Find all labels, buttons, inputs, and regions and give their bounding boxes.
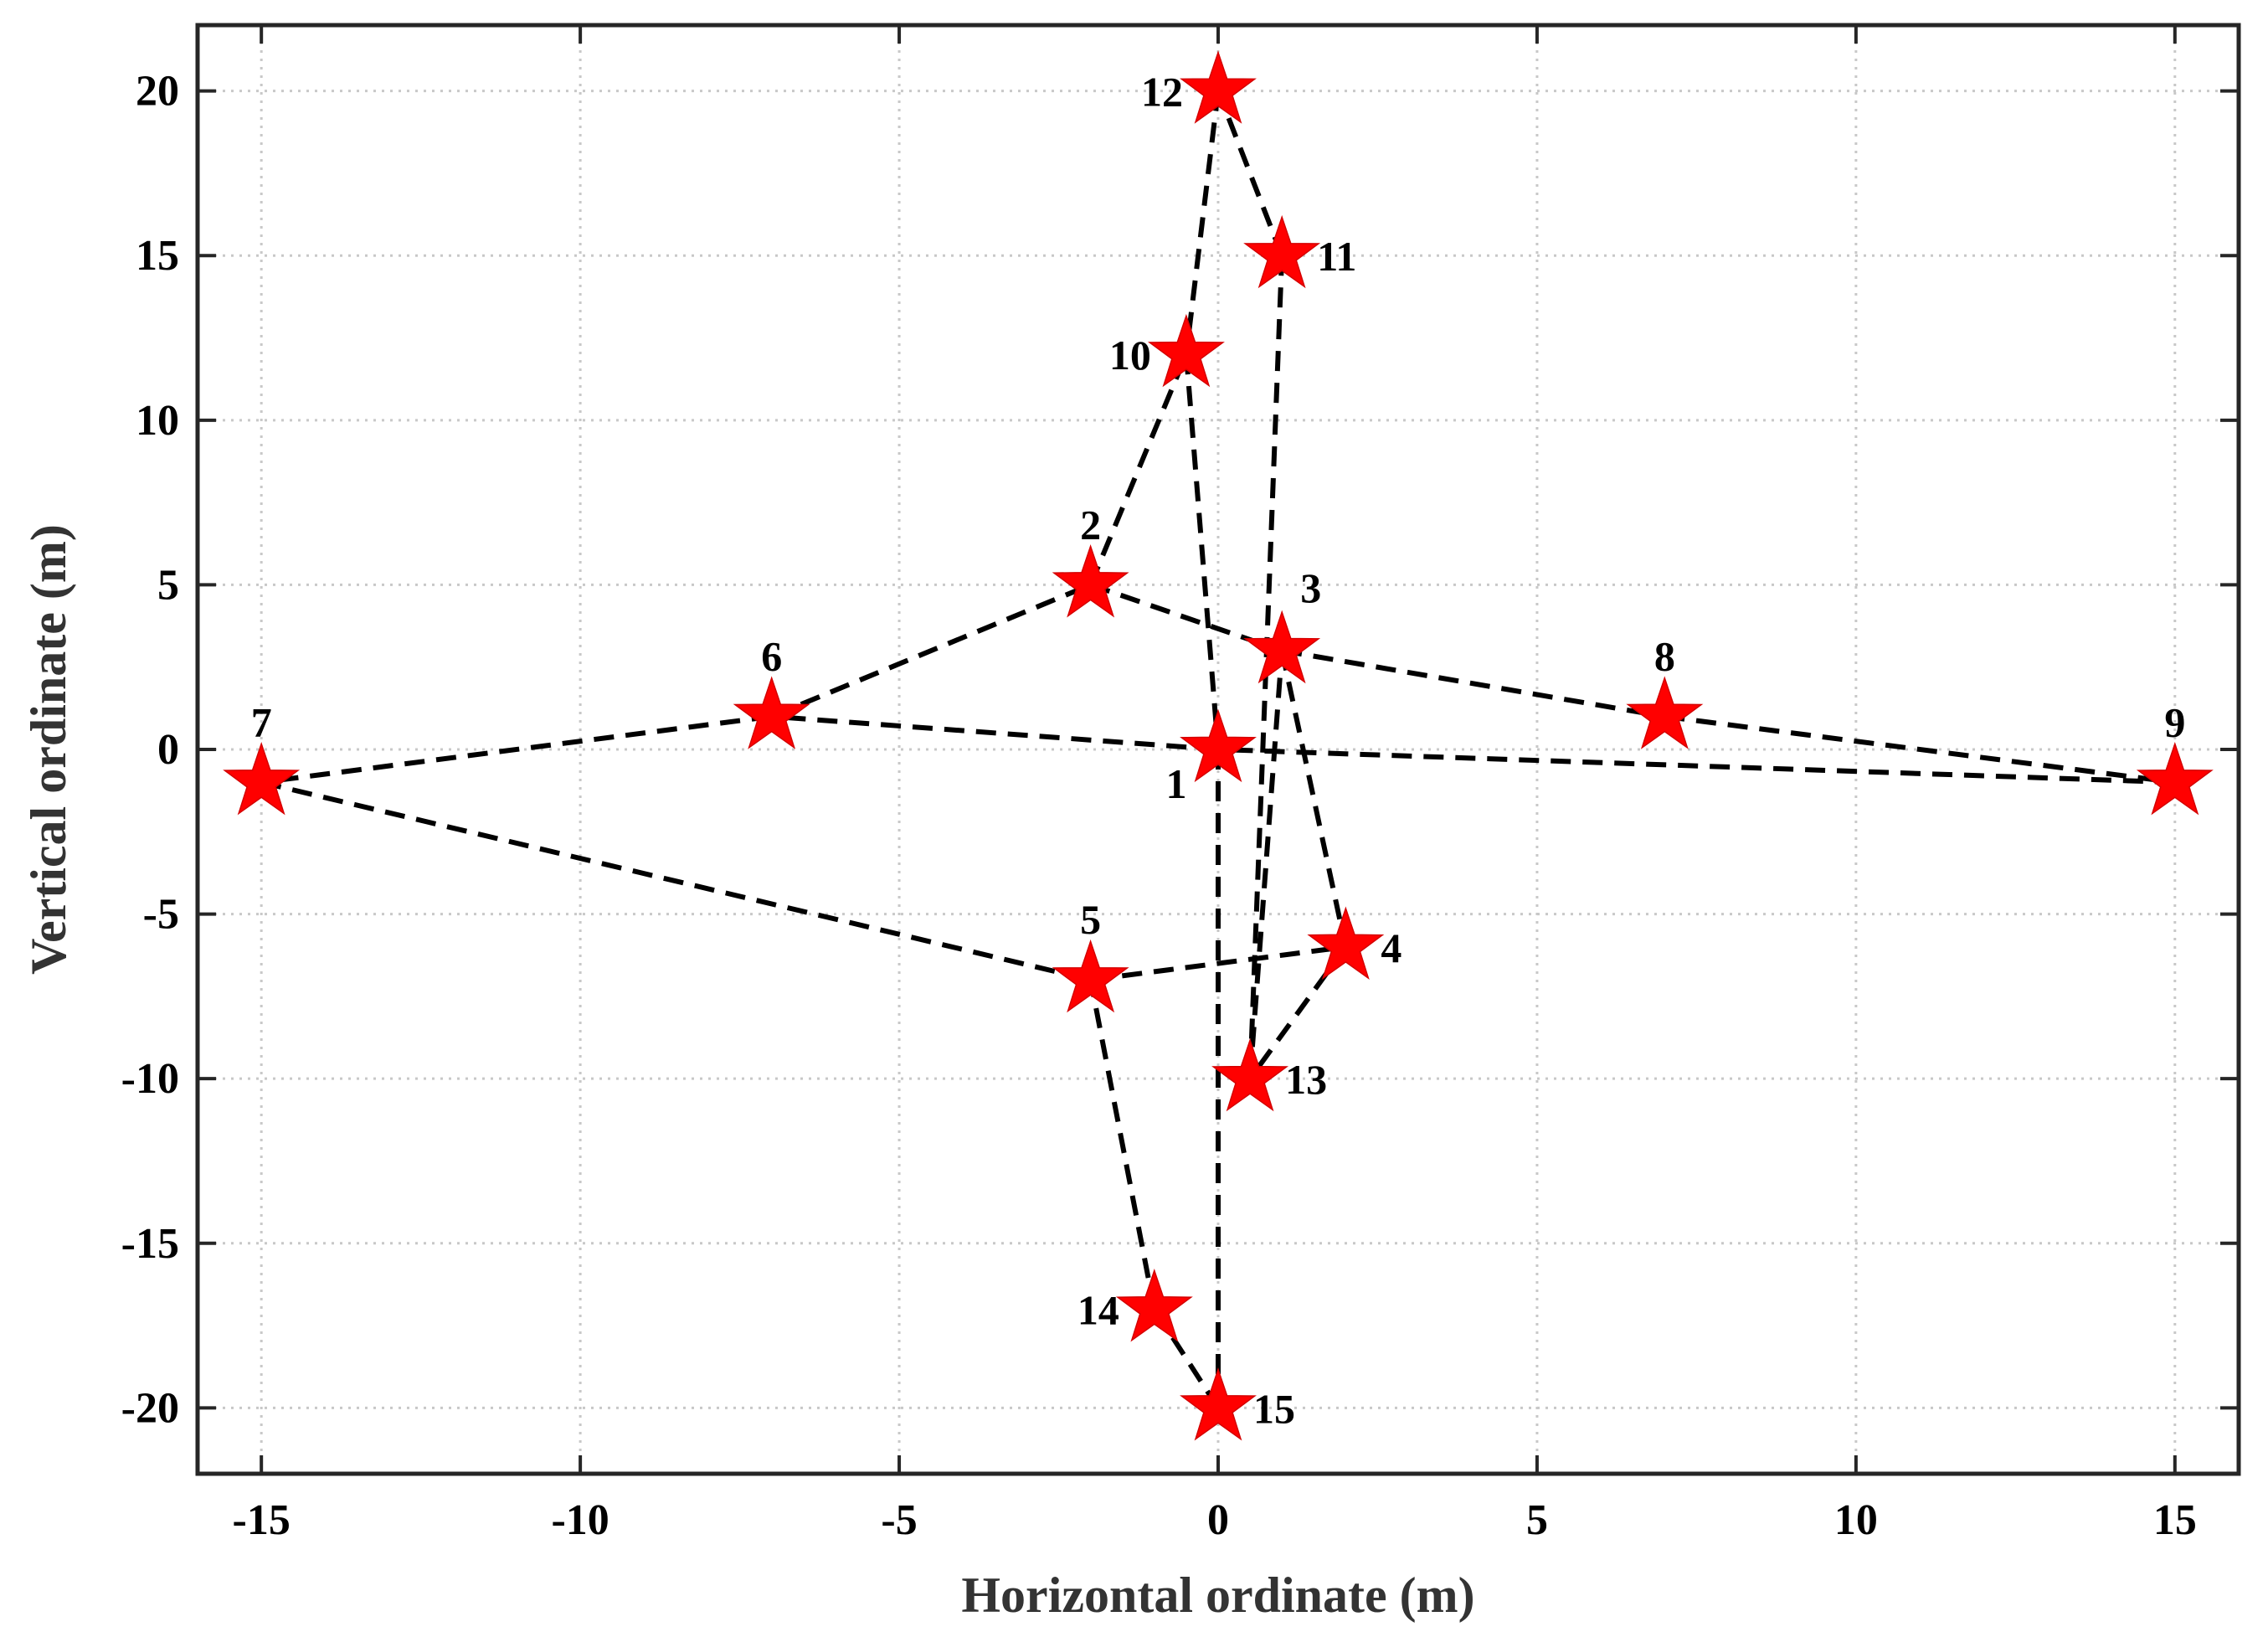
point-label-4: 4 — [1381, 924, 1401, 971]
star-marker-4 — [1307, 906, 1385, 981]
x-tick-label: -10 — [551, 1496, 609, 1544]
y-tick-label: 10 — [136, 397, 179, 445]
point-label-1: 1 — [1166, 760, 1187, 807]
x-tick-label: 0 — [1207, 1496, 1229, 1544]
star-marker-3 — [1243, 610, 1321, 684]
point-label-8: 8 — [1654, 633, 1675, 680]
point-label-5: 5 — [1080, 896, 1101, 943]
point-label-13: 13 — [1285, 1056, 1327, 1103]
point-label-11: 11 — [1317, 233, 1356, 280]
star-marker-1 — [1180, 708, 1257, 783]
y-tick-label: 15 — [136, 232, 179, 280]
y-tick-label: -20 — [121, 1384, 179, 1432]
edge-11-12 — [1216, 90, 1284, 257]
edge-7-5 — [260, 780, 1092, 983]
point-label-7: 7 — [251, 698, 272, 745]
edge-10-1 — [1183, 353, 1221, 750]
point-label-9: 9 — [2164, 698, 2185, 745]
x-tick-label: -15 — [233, 1496, 291, 1544]
axis-ticks — [198, 25, 2239, 1474]
x-tick-label: -5 — [881, 1496, 917, 1544]
point-label-12: 12 — [1141, 69, 1183, 116]
edge-4-13 — [1247, 945, 1348, 1080]
y-tick-label: -10 — [121, 1055, 179, 1103]
grid-lines — [198, 25, 2239, 1474]
y-axis-title: Vertical ordinate (m) — [21, 524, 76, 975]
edge-5-4 — [1090, 944, 1346, 983]
edge-9-1 — [1217, 747, 2175, 785]
x-tick-label: 15 — [2153, 1496, 2197, 1544]
dashed-edges — [260, 90, 2176, 1409]
star-marker-10 — [1147, 313, 1225, 388]
star-marker-5 — [1052, 939, 1129, 1013]
x-tick-label: 10 — [1834, 1496, 1878, 1544]
y-tick-label: 20 — [136, 68, 179, 116]
star-marker-11 — [1243, 214, 1321, 289]
point-label-6: 6 — [761, 633, 782, 680]
edge-13-3 — [1247, 650, 1285, 1079]
y-tick-label: -15 — [121, 1220, 179, 1268]
star-marker-15 — [1180, 1367, 1257, 1441]
edge-14-5 — [1088, 979, 1157, 1310]
point-label-10: 10 — [1109, 332, 1151, 378]
y-tick-label: 0 — [157, 726, 179, 774]
star-marker-7 — [223, 741, 301, 816]
edge-2-10 — [1088, 353, 1189, 586]
star-marker-8 — [1626, 676, 1704, 749]
x-tick-label: 5 — [1526, 1496, 1548, 1544]
edge-12-10 — [1183, 90, 1221, 355]
point-label-15: 15 — [1253, 1385, 1295, 1432]
edge-3-4 — [1279, 650, 1349, 948]
edge-11-13 — [1247, 255, 1285, 1079]
star-marker-12 — [1180, 50, 1257, 124]
star-marker-14 — [1115, 1269, 1193, 1342]
edge-3-8 — [1281, 648, 1665, 719]
star-marker-6 — [733, 676, 810, 749]
axes-box — [195, 23, 2241, 1476]
point-label-14: 14 — [1077, 1286, 1119, 1333]
star-markers — [223, 50, 2214, 1441]
edge-6-7 — [260, 713, 773, 785]
edge-6-2 — [770, 582, 1092, 719]
point-label-3: 3 — [1300, 564, 1321, 611]
y-tick-label: -5 — [143, 891, 179, 939]
x-axis-title: Horizontal ordinate (m) — [961, 1568, 1474, 1623]
star-marker-13 — [1211, 1037, 1289, 1112]
y-tick-label: 5 — [157, 561, 179, 609]
edge-8-9 — [1664, 713, 2176, 785]
star-marker-2 — [1052, 544, 1129, 618]
star-marker-9 — [2136, 741, 2214, 816]
point-label-2: 2 — [1080, 501, 1101, 548]
edge-1-6 — [771, 713, 1219, 752]
